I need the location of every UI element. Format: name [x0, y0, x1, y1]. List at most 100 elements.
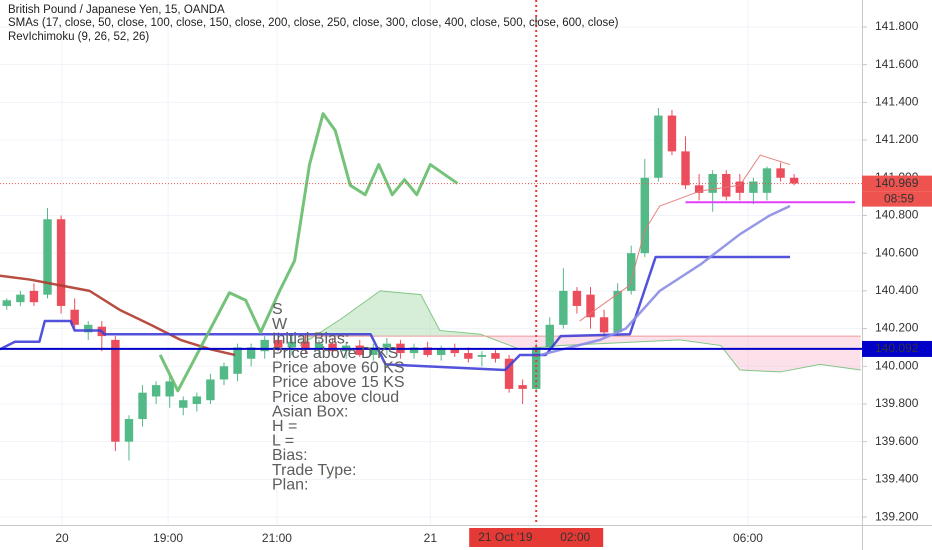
candle-body: [735, 181, 745, 193]
candle-body: [436, 349, 446, 355]
candle-body: [287, 341, 297, 348]
candle-body: [599, 317, 609, 333]
candle-body: [70, 309, 79, 325]
candle-body: [260, 339, 269, 352]
cloud-fill: [780, 336, 820, 372]
chart-title: British Pound / Japanese Yen, 15, OANDA: [8, 4, 225, 16]
y-tick-label: 141.600: [875, 57, 919, 71]
candle-body: [559, 290, 568, 325]
candle-body: [274, 339, 283, 348]
y-tick-label: 139.400: [875, 472, 919, 486]
crosshair-label-bg: [469, 528, 604, 547]
note-line: Asian Box:: [272, 403, 348, 420]
candle-body: [2, 300, 11, 306]
candle-body: [84, 324, 93, 333]
x-tick-label: 20: [55, 531, 69, 545]
grid: [0, 0, 862, 525]
candle-body: [138, 392, 147, 420]
y-tick-label: 140.600: [875, 245, 919, 259]
candle-body: [464, 353, 473, 359]
countdown-bg: [862, 191, 932, 207]
candle-body: [504, 358, 514, 389]
price-label: 140.969: [875, 176, 919, 190]
candle-body: [192, 396, 202, 404]
candle-body: [531, 347, 541, 389]
note-line: Price above 60 KS: [272, 360, 405, 377]
candle-body: [762, 168, 772, 193]
candle-body: [477, 354, 487, 357]
candle-body: [722, 173, 731, 197]
candle-body: [43, 219, 52, 295]
candle-body: [640, 177, 650, 254]
y-tick-label: 140.800: [875, 208, 919, 222]
candle-body: [681, 151, 690, 186]
candle-body: [56, 219, 66, 306]
x-tick-label: 19:00: [153, 531, 183, 545]
candle-body: [491, 353, 500, 359]
candle-body: [111, 339, 120, 442]
note-line: Price above 15 KS: [272, 374, 405, 391]
y-tick-label: 139.800: [875, 396, 919, 410]
candle-body: [369, 347, 378, 355]
candle-body: [219, 366, 229, 380]
indicator-line: [579, 154, 791, 322]
candle-body: [749, 181, 758, 193]
candle-body: [206, 379, 215, 401]
y-tick-label: 140.200: [875, 321, 919, 335]
price-label-bg: [862, 340, 932, 357]
cloud-fill: [300, 319, 341, 346]
candle-body: [545, 324, 554, 348]
cloud-fill: [739, 336, 781, 372]
note-line: Bias:: [272, 447, 308, 464]
candle-body: [246, 347, 256, 359]
candle-body: [776, 168, 785, 178]
candle-body: [328, 343, 337, 352]
x-tick-label: 06:00: [733, 531, 763, 545]
candle-body: [382, 343, 392, 348]
candle-body: [301, 341, 310, 350]
note-line: W: [272, 316, 288, 333]
candle-body: [694, 185, 704, 193]
note-line: Plan:: [272, 476, 308, 493]
y-tick-label: 141.800: [875, 19, 919, 33]
candle-body: [518, 385, 527, 389]
note-line: Trade Type:: [272, 462, 357, 479]
y-tick-label: 141.200: [875, 132, 919, 146]
note-line: H =: [272, 418, 297, 435]
candle-body: [29, 290, 39, 303]
cloud-fill: [380, 290, 421, 337]
candle-body: [789, 177, 799, 184]
candle-body: [16, 294, 25, 303]
cloud-fill: [720, 336, 740, 371]
note-line: L =: [272, 433, 294, 450]
price-label: 140.092: [875, 341, 919, 355]
indicator-lines: [0, 112, 791, 393]
cloud-fill: [340, 290, 381, 337]
candle-body: [355, 345, 364, 355]
note-line: S: [272, 301, 283, 318]
cloud-fill: [819, 336, 861, 371]
x-tick-label: 21:00: [262, 531, 292, 545]
note-line: Price above cloud: [272, 389, 399, 406]
candle-body: [151, 385, 161, 397]
candle-body: [165, 381, 174, 397]
indicator-label: SMAs (17, close, 50, close, 100, close, …: [8, 17, 619, 29]
crosshair-time: 02:00: [560, 530, 590, 544]
cloud-fill: [680, 336, 721, 346]
x-tick-label: 21: [424, 531, 438, 545]
candle-body: [572, 290, 582, 306]
candle-body: [627, 253, 636, 291]
candle-body: [423, 347, 432, 355]
y-tick-label: 139.200: [875, 509, 919, 523]
indicator-line: [539, 204, 791, 357]
candles: [2, 108, 799, 461]
candle-body: [613, 290, 622, 333]
y-tick-label: 139.600: [875, 434, 919, 448]
note-line: Price above D KS: [272, 345, 398, 362]
indicator-label: RevIchimoku (9, 26, 52, 26): [8, 31, 149, 43]
candle-body: [179, 400, 188, 408]
indicator-line: [0, 255, 791, 372]
